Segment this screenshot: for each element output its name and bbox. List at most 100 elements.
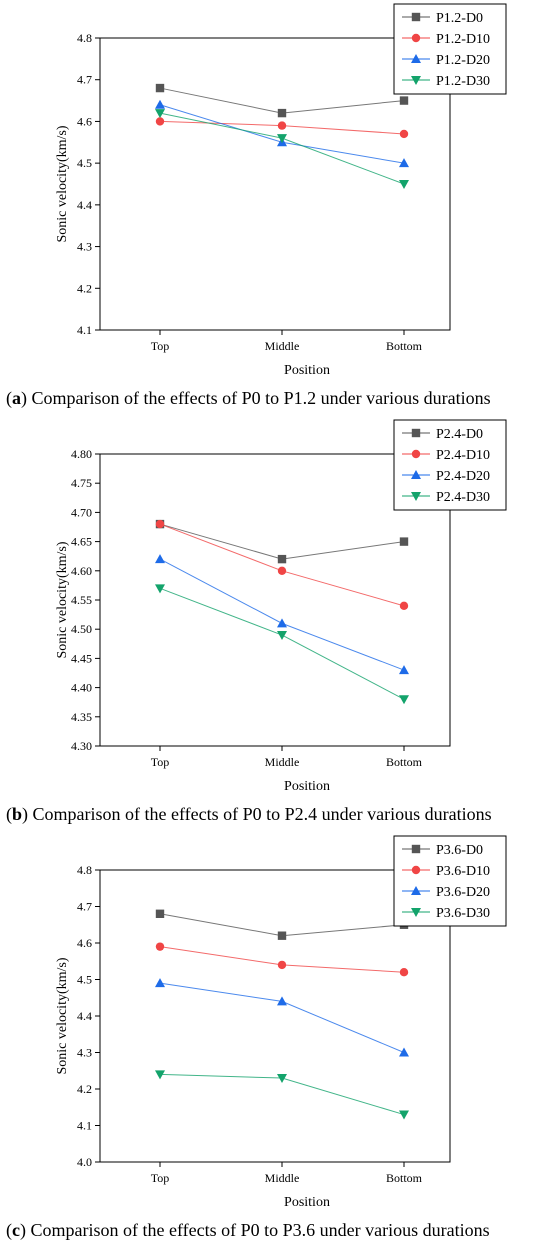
x-tick-label: Middle bbox=[265, 755, 300, 769]
legend-marker-P1.2-D10 bbox=[411, 33, 421, 43]
y-tick-label: 4.2 bbox=[77, 281, 92, 295]
y-tick-label: 4.8 bbox=[77, 863, 92, 877]
data-point-P3.6-D10 bbox=[155, 942, 165, 951]
data-point-P2.4-D20 bbox=[277, 618, 287, 628]
y-tick-label: 4.45 bbox=[71, 651, 92, 665]
series-line-P3.6-D20 bbox=[159, 982, 405, 1053]
x-tick-label: Top bbox=[151, 339, 170, 353]
legend-marker-P2.4-D30 bbox=[411, 492, 421, 501]
x-tick-label: Middle bbox=[265, 339, 300, 353]
data-point-P1.2-D0 bbox=[155, 83, 165, 93]
legend-label-P3.6-D0: P3.6-D0 bbox=[436, 843, 483, 858]
data-point-P2.4-D30 bbox=[155, 584, 165, 594]
data-point-P1.2-D30 bbox=[155, 109, 165, 119]
y-tick-label: 4.5 bbox=[77, 973, 92, 987]
y-tick-label: 4.1 bbox=[77, 1119, 92, 1133]
legend-marker-P2.4-D10 bbox=[411, 449, 421, 459]
x-tick-label: Top bbox=[151, 755, 170, 769]
caption-letter-c: c bbox=[12, 1220, 20, 1240]
series-line-P2.4-D0 bbox=[159, 523, 405, 560]
data-point-P2.4-D30 bbox=[277, 631, 287, 641]
data-point-P1.2-D10 bbox=[155, 117, 165, 126]
y-tick-label: 4.35 bbox=[71, 710, 92, 724]
line-chart-a: 4.1 4.2 4.3 4.4 4.5 4.6 4.7 4.8 Top Middle Bottom P… bbox=[55, 3, 507, 378]
y-tick-label: 4.40 bbox=[71, 681, 92, 695]
legend-label-P3.6-D10: P3.6-D10 bbox=[436, 864, 490, 879]
data-point-P2.4-D10 bbox=[277, 566, 287, 575]
legend-marker-P1.2-D20 bbox=[411, 54, 421, 63]
y-tick-label: 4.60 bbox=[71, 564, 92, 578]
data-point-P3.6-D10 bbox=[399, 968, 409, 977]
data-point-P2.4-D0 bbox=[399, 537, 409, 546]
y-tick-label: 4.3 bbox=[77, 240, 92, 254]
data-point-P3.6-D10 bbox=[277, 960, 287, 970]
chart-caption-c: (c) Comparison of the effects of P0 to P… bbox=[6, 1220, 490, 1240]
legend-label-P3.6-D30: P3.6-D30 bbox=[436, 906, 490, 921]
y-tick-label: 4.7 bbox=[77, 900, 92, 914]
data-point-P3.6-D20 bbox=[277, 996, 287, 1006]
data-point-P1.2-D30 bbox=[399, 180, 409, 189]
y-tick-label: 4.65 bbox=[71, 535, 92, 549]
line-chart-c: 4.0 4.1 4.2 4.3 4.4 4.5 4.6 4.7 4.8 Top Middle Bott… bbox=[55, 835, 507, 1210]
caption-text-b: Comparison of the effects of P0 to P2.4 … bbox=[32, 804, 492, 824]
data-point-P2.4-D30 bbox=[399, 695, 409, 705]
data-point-P3.6-D0 bbox=[277, 931, 287, 940]
y-axis-label: Sonic velocity(km/s) bbox=[55, 957, 70, 1074]
data-point-P1.2-D10 bbox=[277, 121, 287, 130]
data-point-P1.2-D20 bbox=[155, 99, 165, 109]
legend-marker-P1.2-D0 bbox=[411, 12, 421, 22]
y-tick-label: 4.7 bbox=[77, 73, 92, 87]
plot-frame bbox=[99, 37, 451, 331]
caption-letter-b: b bbox=[12, 804, 23, 824]
legend-marker-P3.6-D30 bbox=[411, 908, 421, 917]
x-tick-label: Middle bbox=[265, 1171, 300, 1185]
legend-marker-P3.6-D10 bbox=[411, 865, 421, 875]
data-point-P2.4-D20 bbox=[155, 554, 165, 564]
y-tick-label: 4.80 bbox=[71, 447, 92, 461]
chart-caption-b: (b) Comparison of the effects of P0 to P… bbox=[6, 804, 492, 824]
data-point-P3.6-D30 bbox=[155, 1070, 165, 1080]
legend-marker-P3.6-D20 bbox=[411, 886, 421, 895]
data-point-P2.4-D10 bbox=[155, 519, 165, 529]
y-tick-label: 4.6 bbox=[77, 936, 92, 950]
data-point-P1.2-D0 bbox=[277, 108, 287, 118]
series-line-P2.4-D10 bbox=[159, 523, 405, 607]
legend-label-P2.4-D20: P2.4-D20 bbox=[436, 469, 490, 484]
legend-marker-P1.2-D30 bbox=[411, 76, 421, 85]
y-axis-label: Sonic velocity(km/s) bbox=[55, 125, 70, 242]
y-tick-label: 4.3 bbox=[77, 1046, 92, 1060]
data-point-P1.2-D30 bbox=[277, 134, 287, 144]
y-tick-label: 4.6 bbox=[77, 114, 92, 128]
legend-label-P2.4-D10: P2.4-D10 bbox=[436, 448, 490, 463]
data-point-P1.2-D0 bbox=[399, 96, 409, 105]
legend-label-P2.4-D30: P2.4-D30 bbox=[436, 490, 490, 505]
chart-caption-a: (a) Comparison of the effects of P0 to P… bbox=[6, 388, 491, 408]
data-point-P1.2-D20 bbox=[399, 158, 409, 168]
y-tick-label: 4.5 bbox=[77, 156, 92, 170]
x-tick-label: Top bbox=[151, 1171, 170, 1185]
y-tick-label: 4.55 bbox=[71, 593, 92, 607]
legend-marker-P2.4-D20 bbox=[411, 470, 421, 479]
y-tick-label: 4.50 bbox=[71, 622, 92, 636]
y-tick-label: 4.1 bbox=[77, 323, 92, 337]
y-tick-label: 4.70 bbox=[71, 505, 92, 519]
chart-panel-c: 4.0 4.1 4.2 4.3 4.4 4.5 4.6 4.7 4.8 Top Middle Bott… bbox=[0, 832, 550, 1248]
legend-label-P1.2-D10: P1.2-D10 bbox=[436, 32, 490, 47]
data-point-P3.6-D30 bbox=[277, 1074, 287, 1084]
data-point-P3.6-D20 bbox=[399, 1047, 409, 1057]
x-tick-label: Bottom bbox=[386, 1171, 423, 1185]
y-tick-label: 4.8 bbox=[77, 31, 92, 45]
y-tick-label: 4.4 bbox=[77, 198, 92, 212]
data-point-P3.6-D20 bbox=[155, 978, 165, 988]
caption-text-a: Comparison of the effects of P0 to P1.2 … bbox=[31, 388, 491, 408]
data-point-P3.6-D0 bbox=[155, 909, 165, 918]
chart-panel-b: 4.30 4.35 4.40 4.45 4.50 4.55 4.60 4.65 4.70 4.75… bbox=[0, 416, 550, 832]
data-point-P1.2-D10 bbox=[399, 129, 409, 139]
legend-marker-P2.4-D0 bbox=[411, 428, 421, 438]
line-chart-b: 4.30 4.35 4.40 4.45 4.50 4.55 4.60 4.65 4.70 4.75… bbox=[55, 419, 507, 794]
data-point-P2.4-D20 bbox=[399, 665, 409, 675]
legend-label-P2.4-D0: P2.4-D0 bbox=[436, 427, 483, 442]
y-tick-label: 4.75 bbox=[71, 476, 92, 490]
legend-label-P1.2-D0: P1.2-D0 bbox=[436, 11, 483, 26]
series-line-P2.4-D20 bbox=[159, 558, 405, 671]
